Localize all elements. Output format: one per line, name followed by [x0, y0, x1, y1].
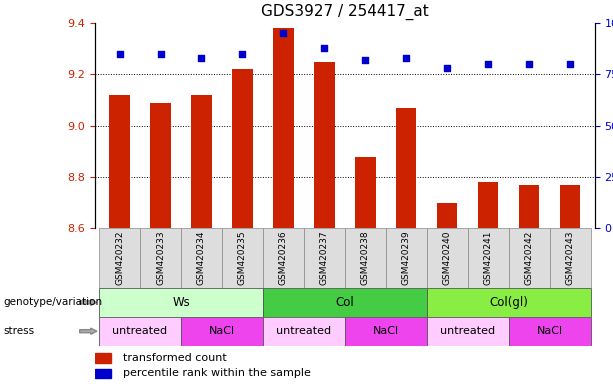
Text: NaCl: NaCl	[536, 326, 563, 336]
Bar	[427, 288, 590, 317]
Bar	[109, 95, 130, 228]
Text: GSM420233: GSM420233	[156, 230, 165, 285]
Bar	[95, 369, 111, 378]
Bar	[560, 185, 581, 228]
Bar	[99, 288, 263, 317]
Text: GSM420240: GSM420240	[443, 230, 452, 285]
Point	[115, 51, 124, 57]
FancyBboxPatch shape	[304, 228, 345, 288]
FancyBboxPatch shape	[386, 228, 427, 288]
Text: GSM420242: GSM420242	[525, 230, 533, 285]
Bar	[181, 317, 263, 346]
Point	[156, 51, 166, 57]
Point	[278, 30, 288, 36]
Point	[360, 57, 370, 63]
FancyBboxPatch shape	[263, 228, 304, 288]
Text: Ws: Ws	[172, 296, 190, 309]
Bar	[263, 288, 427, 317]
Text: percentile rank within the sample: percentile rank within the sample	[123, 368, 311, 379]
Text: GSM420243: GSM420243	[566, 230, 574, 285]
Title: GDS3927 / 254417_at: GDS3927 / 254417_at	[261, 4, 428, 20]
Text: GSM420238: GSM420238	[361, 230, 370, 285]
Text: GSM420236: GSM420236	[279, 230, 288, 285]
Bar	[478, 182, 498, 228]
Bar	[191, 95, 211, 228]
Bar	[427, 317, 509, 346]
Text: transformed count: transformed count	[123, 353, 227, 363]
Bar	[519, 185, 539, 228]
Text: untreated: untreated	[440, 326, 495, 336]
Point	[197, 55, 207, 61]
Bar	[345, 317, 427, 346]
Point	[483, 61, 493, 67]
Text: NaCl: NaCl	[209, 326, 235, 336]
Text: GSM420235: GSM420235	[238, 230, 247, 285]
Bar	[95, 353, 111, 363]
Text: GSM420232: GSM420232	[115, 230, 124, 285]
Point	[237, 51, 247, 57]
Text: GSM420237: GSM420237	[320, 230, 329, 285]
FancyBboxPatch shape	[427, 228, 468, 288]
Text: GSM420241: GSM420241	[484, 230, 493, 285]
Bar	[396, 108, 416, 228]
Bar	[314, 61, 335, 228]
Text: NaCl: NaCl	[373, 326, 399, 336]
Text: untreated: untreated	[113, 326, 167, 336]
Bar	[150, 103, 171, 228]
Text: Col(gl): Col(gl)	[489, 296, 528, 309]
Point	[524, 61, 534, 67]
Text: GSM420239: GSM420239	[402, 230, 411, 285]
FancyBboxPatch shape	[222, 228, 263, 288]
Bar	[263, 317, 345, 346]
Bar	[99, 317, 181, 346]
Bar	[273, 28, 294, 228]
Text: genotype/variation: genotype/variation	[3, 297, 102, 308]
Point	[402, 55, 411, 61]
Point	[319, 45, 329, 51]
Text: GSM420234: GSM420234	[197, 230, 206, 285]
Text: Col: Col	[335, 296, 354, 309]
Bar	[355, 157, 376, 228]
FancyBboxPatch shape	[140, 228, 181, 288]
FancyBboxPatch shape	[181, 228, 222, 288]
Bar	[232, 69, 253, 228]
Bar	[509, 317, 590, 346]
Point	[443, 65, 452, 71]
Text: stress: stress	[3, 326, 34, 336]
FancyBboxPatch shape	[550, 228, 590, 288]
Bar	[437, 203, 457, 228]
FancyBboxPatch shape	[509, 228, 550, 288]
Point	[565, 61, 575, 67]
FancyBboxPatch shape	[468, 228, 509, 288]
FancyBboxPatch shape	[345, 228, 386, 288]
Text: untreated: untreated	[276, 326, 332, 336]
FancyBboxPatch shape	[99, 228, 140, 288]
